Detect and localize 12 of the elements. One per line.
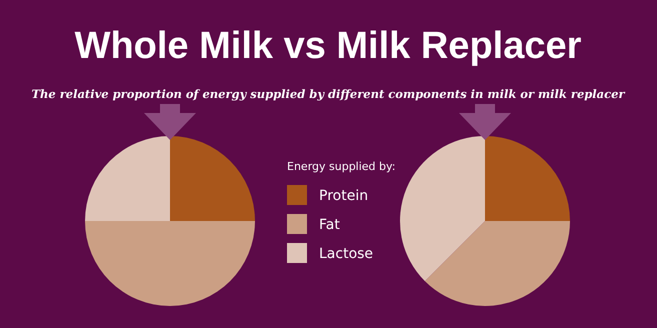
pie-slice — [400, 136, 485, 282]
chart-subtitle: The relative proportion of energy supplied by different components in milk or milk replacer — [31, 87, 626, 101]
chart-title: Whole Milk vs Milk Replacer — [74, 25, 582, 67]
pie-slice — [485, 136, 570, 221]
pie-slice — [85, 136, 170, 221]
pie-slice — [424, 221, 570, 306]
legend-label: Protein — [319, 188, 368, 204]
legend-label: Lactose — [319, 246, 374, 262]
pie-slice — [170, 136, 255, 221]
pie-slice — [85, 221, 255, 306]
legend-label: Fat — [319, 217, 340, 233]
legend-title: Energy supplied by: — [287, 160, 396, 173]
